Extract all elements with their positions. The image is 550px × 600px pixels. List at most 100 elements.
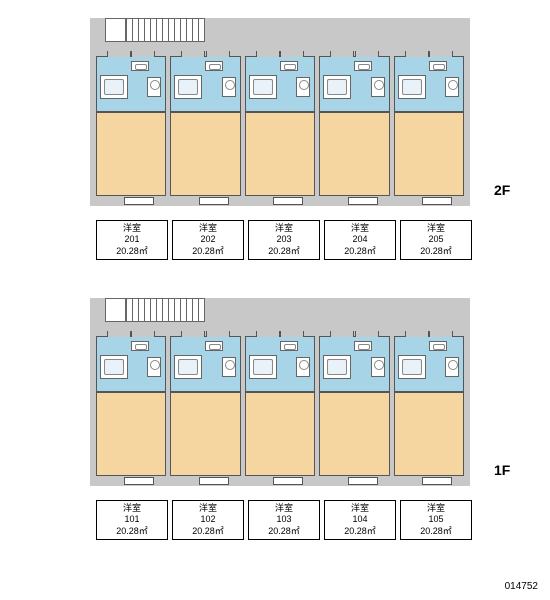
toilet-icon — [222, 357, 236, 377]
unit-area: 20.28㎡ — [401, 246, 471, 257]
bath-icon — [249, 355, 277, 379]
door-icon — [181, 51, 205, 57]
info-cell-103: 洋室10320.28㎡ — [248, 500, 320, 540]
room-type-label: 洋室 — [401, 503, 471, 514]
door-icon — [429, 331, 453, 337]
unit-area: 20.28㎡ — [249, 246, 319, 257]
unit-area: 20.28㎡ — [325, 246, 395, 257]
sink-icon — [131, 61, 149, 71]
door-icon — [280, 51, 304, 57]
floor-label: 2F — [494, 182, 510, 198]
door-icon — [405, 51, 429, 57]
unit-104 — [319, 336, 389, 476]
toilet-icon — [296, 357, 310, 377]
unit-101 — [96, 336, 166, 476]
balcony-icon — [348, 197, 378, 205]
door-icon — [107, 51, 131, 57]
unit-number: 204 — [325, 234, 395, 245]
unit-205 — [394, 56, 464, 196]
info-cell-201: 洋室20120.28㎡ — [96, 220, 168, 260]
living-room — [97, 113, 165, 195]
sink-icon — [280, 61, 298, 71]
room-type-label: 洋室 — [401, 223, 471, 234]
wet-area — [97, 337, 165, 393]
toilet-icon — [222, 77, 236, 97]
door-icon — [330, 51, 354, 57]
unit-area: 20.28㎡ — [325, 526, 395, 537]
wet-area — [97, 57, 165, 113]
room-type-label: 洋室 — [97, 223, 167, 234]
living-room — [320, 113, 388, 195]
unit-number: 102 — [173, 514, 243, 525]
unit-number: 202 — [173, 234, 243, 245]
wet-area — [395, 337, 463, 393]
door-icon — [280, 331, 304, 337]
toilet-icon — [371, 357, 385, 377]
stairs-area — [90, 298, 470, 328]
balcony-icon — [422, 197, 452, 205]
toilet-icon — [445, 77, 459, 97]
sink-icon — [205, 61, 223, 71]
unit-number: 203 — [249, 234, 319, 245]
stairs-landing — [105, 298, 125, 322]
info-cell-101: 洋室10120.28㎡ — [96, 500, 168, 540]
toilet-icon — [296, 77, 310, 97]
living-room — [246, 113, 314, 195]
wet-area — [171, 337, 239, 393]
bath-icon — [174, 355, 202, 379]
living-room — [171, 393, 239, 475]
unit-number: 103 — [249, 514, 319, 525]
room-type-label: 洋室 — [325, 503, 395, 514]
info-cell-104: 洋室10420.28㎡ — [324, 500, 396, 540]
living-room — [395, 113, 463, 195]
door-icon — [355, 331, 379, 337]
info-row: 洋室20120.28㎡洋室20220.28㎡洋室20320.28㎡洋室20420… — [96, 220, 472, 260]
wet-area — [246, 57, 314, 113]
unit-area: 20.28㎡ — [173, 526, 243, 537]
info-cell-105: 洋室10520.28㎡ — [400, 500, 472, 540]
unit-102 — [170, 336, 240, 476]
unit-203 — [245, 56, 315, 196]
bath-icon — [323, 355, 351, 379]
door-icon — [429, 51, 453, 57]
balcony-icon — [124, 477, 154, 485]
sink-icon — [205, 341, 223, 351]
units-row — [90, 328, 470, 486]
room-type-label: 洋室 — [173, 503, 243, 514]
unit-number: 201 — [97, 234, 167, 245]
wet-area — [320, 57, 388, 113]
stairs-landing — [105, 18, 125, 42]
toilet-icon — [147, 77, 161, 97]
unit-area: 20.28㎡ — [97, 526, 167, 537]
stairs-icon — [125, 18, 205, 42]
sink-icon — [280, 341, 298, 351]
info-cell-203: 洋室20320.28㎡ — [248, 220, 320, 260]
wet-area — [320, 337, 388, 393]
unit-number: 104 — [325, 514, 395, 525]
units-row — [90, 48, 470, 206]
room-type-label: 洋室 — [249, 223, 319, 234]
floor-block-2f: 洋室20120.28㎡洋室20220.28㎡洋室20320.28㎡洋室20420… — [90, 18, 472, 260]
bath-icon — [174, 75, 202, 99]
unit-number: 101 — [97, 514, 167, 525]
sink-icon — [354, 61, 372, 71]
info-cell-205: 洋室20520.28㎡ — [400, 220, 472, 260]
info-row: 洋室10120.28㎡洋室10220.28㎡洋室10320.28㎡洋室10420… — [96, 500, 472, 540]
living-room — [246, 393, 314, 475]
door-icon — [107, 331, 131, 337]
toilet-icon — [445, 357, 459, 377]
balcony-icon — [273, 197, 303, 205]
door-icon — [181, 331, 205, 337]
unit-201 — [96, 56, 166, 196]
unit-area: 20.28㎡ — [249, 526, 319, 537]
info-cell-204: 洋室20420.28㎡ — [324, 220, 396, 260]
balcony-icon — [124, 197, 154, 205]
living-room — [171, 113, 239, 195]
room-type-label: 洋室 — [173, 223, 243, 234]
door-icon — [206, 51, 230, 57]
info-cell-202: 洋室20220.28㎡ — [172, 220, 244, 260]
info-cell-102: 洋室10220.28㎡ — [172, 500, 244, 540]
unit-area: 20.28㎡ — [173, 246, 243, 257]
door-icon — [206, 331, 230, 337]
unit-number: 205 — [401, 234, 471, 245]
